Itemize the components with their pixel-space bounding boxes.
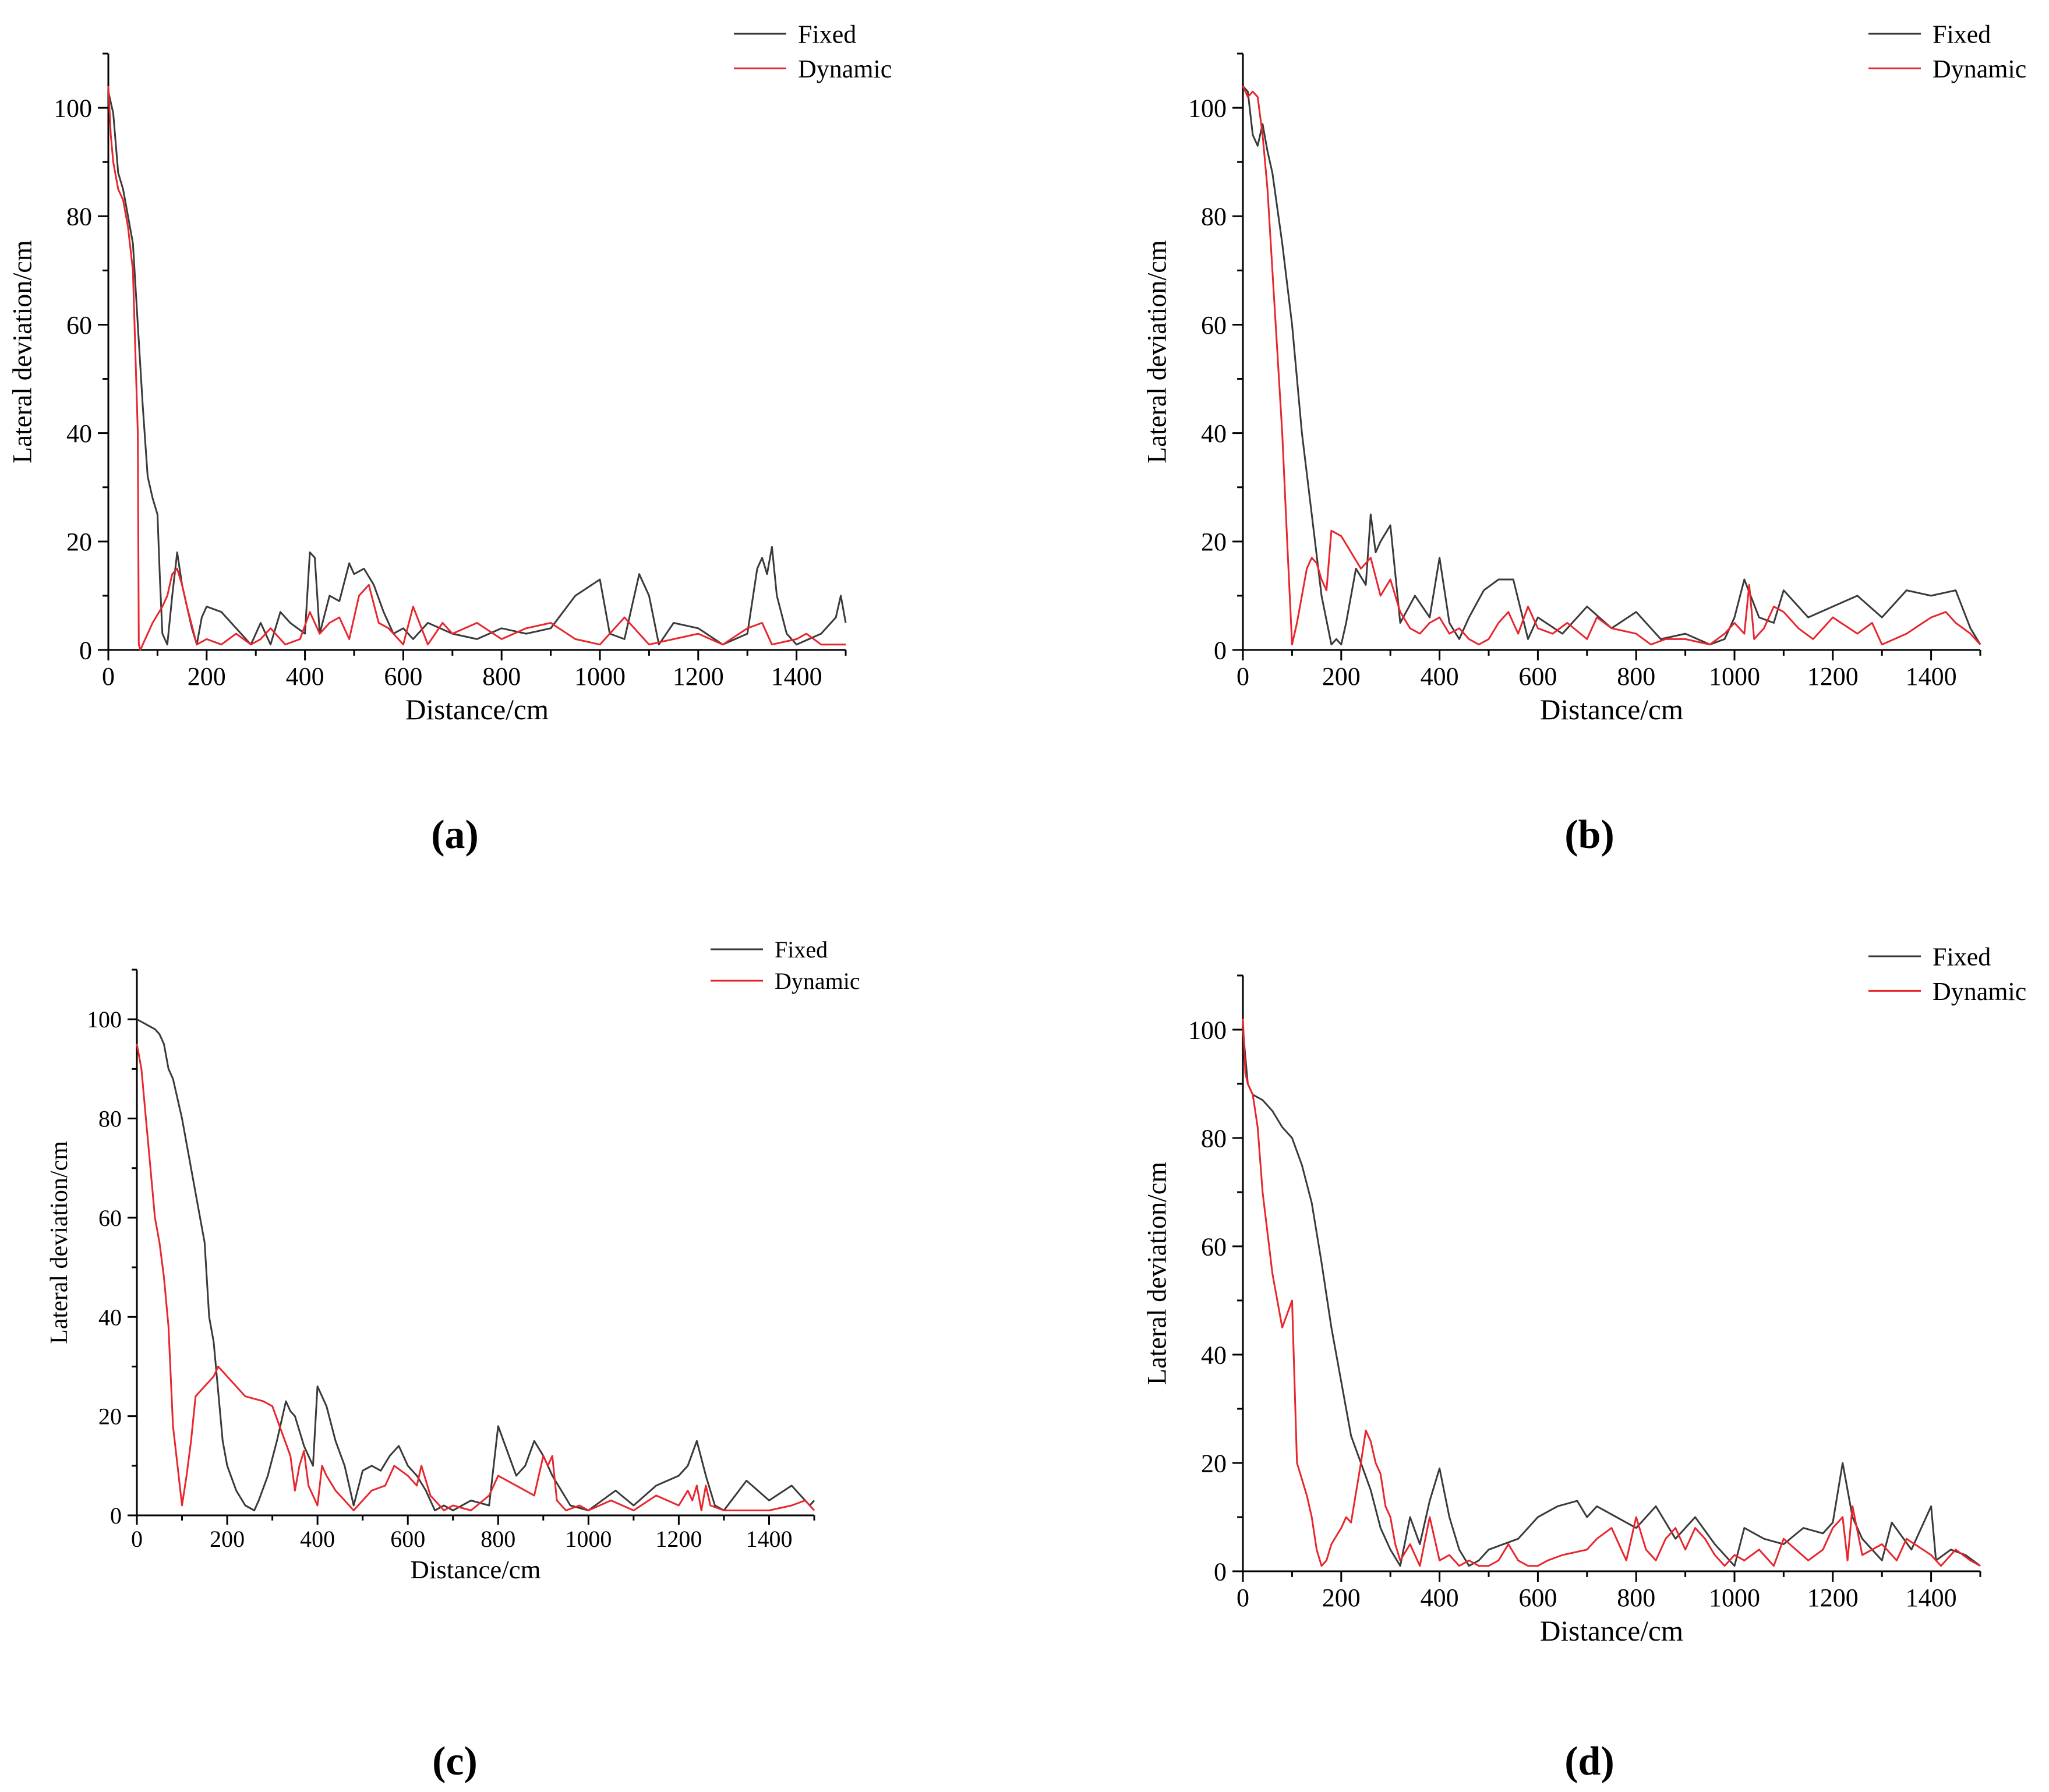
panel-label-c: (c) [432, 1739, 478, 1784]
y-tick-label: 40 [1201, 419, 1227, 448]
x-tick-label: 800 [481, 1526, 515, 1552]
series-line-dynamic [107, 86, 846, 651]
x-tick-label: 1200 [655, 1526, 702, 1552]
y-tick-label: 60 [66, 311, 92, 340]
panel-label-b: (b) [1564, 812, 1615, 857]
y-tick-label: 80 [66, 203, 92, 231]
series-line-dynamic [1242, 1019, 1981, 1567]
y-axis-label: Lateral deviation/cm [1142, 1162, 1172, 1385]
series-line-dynamic [1242, 86, 1981, 646]
chart-b: 0 200 400 600 800 1000 1200 1400 0 20 40 60 80 100 Dis… [1142, 20, 2027, 726]
chart-a: 0 200 400 600 800 1000 1200 1400 0 20 40 60 80 100 Dis… [8, 20, 892, 726]
x-tick-label: 400 [300, 1526, 335, 1552]
x-tick-label: 200 [1322, 1584, 1361, 1612]
series-line-fixed [1242, 85, 1981, 646]
x-tick-label: 600 [1518, 662, 1557, 691]
x-tick-label: 200 [210, 1526, 245, 1552]
x-tick-label: 1200 [1807, 662, 1859, 691]
x-axis-label: Distance/cm [1540, 1615, 1683, 1647]
x-tick-label: 1400 [1906, 662, 1957, 691]
y-tick-label: 80 [1201, 1124, 1227, 1153]
legend-label-dynamic: Dynamic [775, 968, 860, 994]
y-tick-label: 60 [1201, 311, 1227, 340]
x-tick-label: 1000 [565, 1526, 612, 1552]
x-tick-label: 200 [188, 662, 226, 691]
panel-c: 0 200 400 600 800 1000 1200 1400 0 20 40 60 80 100 Dis… [46, 936, 860, 1784]
x-axis-label: Distance/cm [1540, 694, 1683, 726]
x-tick-label: 800 [1617, 662, 1655, 691]
x-axis-label: Distance/cm [405, 694, 549, 726]
x-axis-label: Distance/cm [411, 1555, 541, 1584]
legend-label-fixed: Fixed [798, 20, 856, 48]
y-tick-label: 0 [79, 636, 92, 665]
y-axis-label: Lateral deviation/cm [1142, 240, 1172, 464]
legend-label-dynamic: Dynamic [1933, 977, 2026, 1006]
x-tick-label: 600 [390, 1526, 425, 1552]
x-tick-label: 0 [131, 1526, 143, 1552]
legend-label-dynamic: Dynamic [798, 55, 892, 83]
y-tick-label: 100 [54, 94, 92, 122]
panel-label-a: (a) [431, 812, 479, 857]
x-tick-label: 1200 [673, 662, 724, 691]
legend-label-fixed: Fixed [1933, 942, 1991, 971]
series-line-fixed [136, 1018, 815, 1511]
x-tick-label: 600 [1518, 1584, 1557, 1612]
x-tick-label: 200 [1322, 662, 1361, 691]
y-tick-label: 40 [98, 1304, 122, 1330]
panel-label-d: (d) [1564, 1739, 1615, 1784]
chart-d: 0 200 400 600 800 1000 1200 1400 0 20 40 60 80 100 Dis… [1142, 942, 2027, 1647]
y-tick-label: 80 [98, 1106, 122, 1132]
chart-c: 0 200 400 600 800 1000 1200 1400 0 20 40 60 80 100 Dis… [46, 936, 860, 1584]
panel-b: 0 200 400 600 800 1000 1200 1400 0 20 40 60 80 100 Dis… [1142, 20, 2027, 857]
y-tick-label: 20 [66, 528, 92, 556]
y-axis-label: Lateral deviation/cm [8, 240, 37, 464]
legend-label-dynamic: Dynamic [1933, 55, 2026, 83]
y-tick-label: 0 [1214, 1557, 1227, 1586]
x-tick-label: 1400 [746, 1526, 792, 1552]
x-tick-label: 1000 [574, 662, 626, 691]
y-tick-label: 60 [1201, 1232, 1227, 1261]
series-line-dynamic [136, 1044, 815, 1511]
panel-d: 0 200 400 600 800 1000 1200 1400 0 20 40 60 80 100 Dis… [1142, 942, 2027, 1784]
y-tick-label: 80 [1201, 203, 1227, 231]
y-tick-label: 60 [98, 1205, 122, 1231]
y-axis-label: Lateral deviation/cm [46, 1141, 73, 1344]
y-tick-label: 0 [110, 1503, 122, 1529]
x-tick-label: 0 [1237, 662, 1249, 691]
x-tick-label: 1000 [1709, 662, 1760, 691]
x-tick-label: 1400 [1906, 1584, 1957, 1612]
legend-label-fixed: Fixed [1933, 20, 1991, 48]
x-tick-label: 800 [482, 662, 521, 691]
panel-a: 0 200 400 600 800 1000 1200 1400 0 20 40 60 80 100 Dis… [8, 20, 892, 857]
series-line-fixed [1242, 1029, 1981, 1567]
x-tick-label: 400 [1421, 662, 1459, 691]
x-tick-label: 1400 [771, 662, 822, 691]
x-tick-label: 400 [1421, 1584, 1459, 1612]
y-tick-label: 20 [1201, 1449, 1227, 1478]
x-tick-label: 600 [384, 662, 422, 691]
y-tick-label: 20 [1201, 528, 1227, 556]
y-tick-label: 40 [1201, 1341, 1227, 1369]
x-tick-label: 1000 [1709, 1584, 1760, 1612]
y-tick-label: 100 [1188, 1016, 1227, 1044]
y-tick-label: 20 [98, 1404, 122, 1430]
y-tick-label: 100 [1188, 94, 1227, 122]
x-tick-label: 800 [1617, 1584, 1655, 1612]
series-line-fixed [107, 91, 847, 646]
x-tick-label: 1200 [1807, 1584, 1859, 1612]
legend-label-fixed: Fixed [775, 936, 828, 963]
x-tick-label: 0 [1237, 1584, 1249, 1612]
y-tick-label: 100 [87, 1006, 122, 1033]
y-tick-label: 0 [1214, 636, 1227, 665]
x-tick-label: 400 [286, 662, 324, 691]
y-tick-label: 40 [66, 419, 92, 448]
x-tick-label: 0 [102, 662, 115, 691]
